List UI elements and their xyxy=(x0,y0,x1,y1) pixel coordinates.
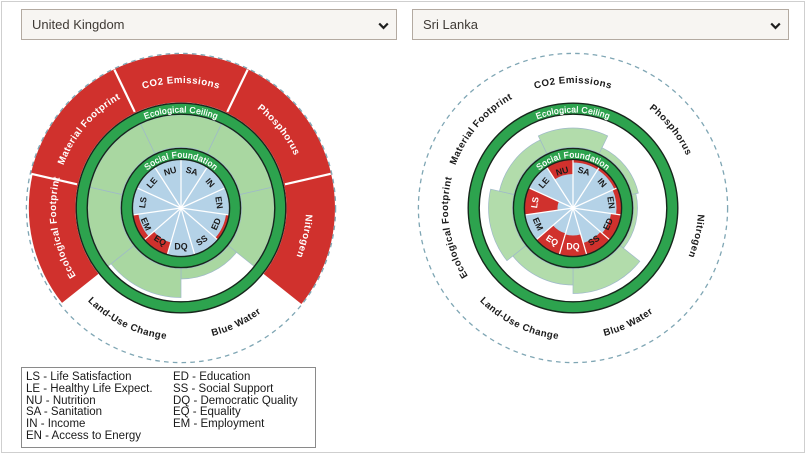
svg-text:Blue Water: Blue Water xyxy=(602,306,655,339)
svg-text:NU: NU xyxy=(163,164,178,177)
svg-text:DQ: DQ xyxy=(566,242,579,252)
svg-text:EN: EN xyxy=(213,196,225,210)
svg-text:CO2 Emissions: CO2 Emissions xyxy=(141,75,221,92)
svg-text:SA: SA xyxy=(577,165,592,178)
svg-text:DQ: DQ xyxy=(174,242,187,252)
svg-text:Ecological Footprint: Ecological Footprint xyxy=(440,175,471,280)
svg-text:ED: ED xyxy=(601,216,615,231)
svg-text:EM: EM xyxy=(139,216,154,232)
svg-text:CO2 Emissions: CO2 Emissions xyxy=(533,75,613,92)
svg-text:ED: ED xyxy=(209,216,223,231)
svg-text:LS: LS xyxy=(137,196,149,209)
svg-text:LS: LS xyxy=(529,196,541,209)
svg-text:NU: NU xyxy=(555,164,570,177)
svg-text:Nitrogen: Nitrogen xyxy=(685,214,705,259)
svg-text:SA: SA xyxy=(185,165,200,178)
svg-text:EM: EM xyxy=(531,216,546,232)
svg-text:Blue Water: Blue Water xyxy=(210,306,263,339)
svg-text:EN: EN xyxy=(605,196,617,210)
